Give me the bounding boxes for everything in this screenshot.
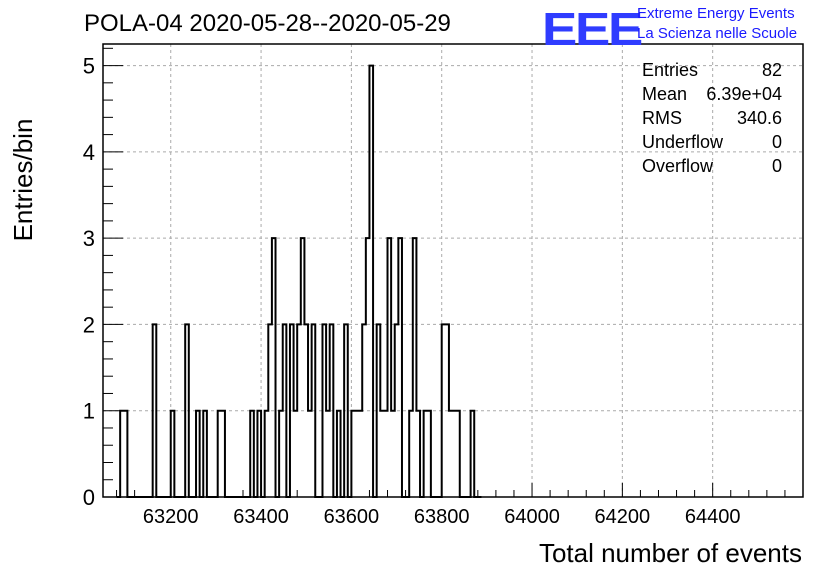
x-tick-label: 63400 <box>233 506 289 528</box>
x-axis-label: Total number of events <box>539 538 802 568</box>
stats-rms-label: RMS <box>642 108 682 128</box>
stats-mean: Mean 6.39e+04 <box>642 82 782 106</box>
logo-tagline-2: La Scienza nelle Scuole <box>637 25 798 42</box>
chart-title: POLA-04 2020-05-28--2020-05-29 <box>84 10 451 37</box>
y-tick-label: 3 <box>83 226 95 251</box>
logo-tagline-1: Extreme Energy Events <box>637 5 795 22</box>
tick-labels: 63200 63400 63600 63800 64000 64200 64400 0 1 2 3 4… <box>83 54 741 528</box>
x-tick-label: 64400 <box>685 506 741 528</box>
plot-frame <box>102 43 804 498</box>
stats-mean-label: Mean <box>642 84 688 104</box>
stats-overflow-label: Overflow <box>642 156 714 176</box>
stats-underflow: Underflow 0 <box>642 130 782 154</box>
y-tick-label: 5 <box>83 54 95 79</box>
x-tick-label: 63800 <box>414 506 470 528</box>
stats-overflow-value: 0 <box>771 156 782 176</box>
axis-ticks <box>103 47 786 498</box>
x-tick-label: 63200 <box>143 506 199 528</box>
stats-entries-value: 82 <box>761 60 782 80</box>
eee-logo: EEE <box>542 3 643 55</box>
x-tick-label: 64000 <box>504 506 560 528</box>
x-tick-label: 63600 <box>324 506 380 528</box>
histogram-outline <box>116 64 482 498</box>
stats-rms: RMS 340.6 <box>642 106 782 130</box>
stats-underflow-label: Underflow <box>642 132 724 152</box>
stats-box: Entries 82 Mean 6.39e+04 RMS 340.6 Under… <box>642 58 782 178</box>
stats-rms-value: 340.6 <box>736 108 782 128</box>
y-tick-label: 4 <box>83 140 95 165</box>
y-tick-label: 0 <box>83 485 95 510</box>
x-tick-label: 64200 <box>595 506 651 528</box>
stats-overflow: Overflow 0 <box>642 154 782 178</box>
y-axis-label: Entries/bin <box>8 119 38 242</box>
stats-mean-value: 6.39e+04 <box>706 84 782 104</box>
stats-entries-label: Entries <box>642 60 699 80</box>
stats-underflow-value: 0 <box>771 132 782 152</box>
y-tick-label: 2 <box>83 312 95 337</box>
y-tick-label: 1 <box>83 399 95 424</box>
grid-lines <box>103 44 803 497</box>
stats-entries: Entries 82 <box>642 58 782 82</box>
